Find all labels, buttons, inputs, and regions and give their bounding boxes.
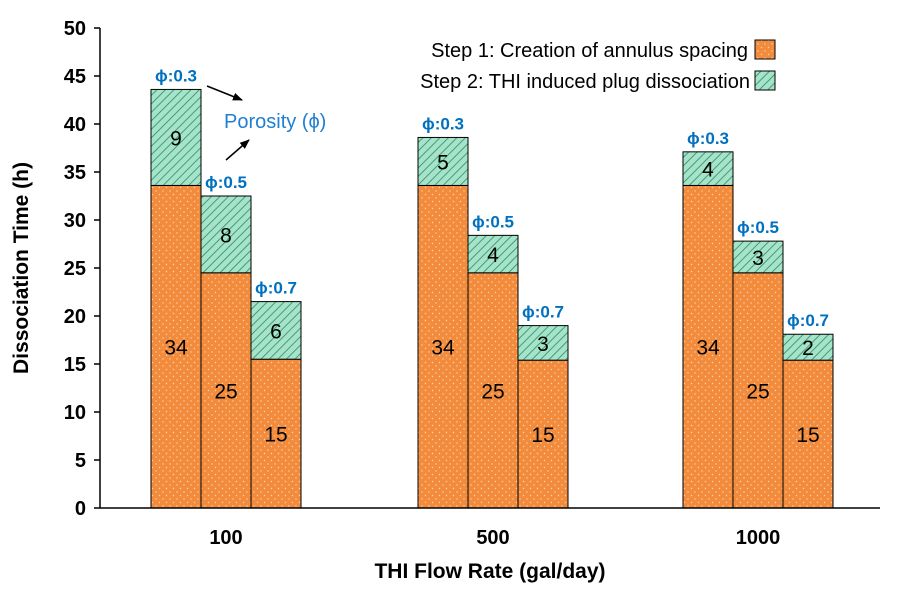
porosity-label-100-0: ϕ:0.3 (155, 66, 197, 85)
label-step1-500-2: 15 (531, 424, 554, 447)
bar-step2-100-1 (200, 195, 252, 274)
bar-step2-1000-2 (782, 333, 834, 361)
y-tick-label: 30 (64, 210, 86, 232)
bar-step2-500-1 (467, 234, 519, 274)
label-step2-100-0: 9 (170, 127, 182, 150)
bar-step1-1000-0 (682, 184, 734, 509)
bar-step1-100-0 (150, 184, 202, 509)
y-tick-label: 25 (64, 258, 86, 280)
porosity-label-500-0: ϕ:0.3 (422, 114, 464, 133)
porosity-arrow-upper (206, 85, 243, 101)
label-step2-500-2: 3 (537, 333, 549, 356)
legend-swatch-step1 (754, 39, 776, 60)
y-tick-label: 40 (64, 114, 86, 136)
y-tick-label: 10 (64, 402, 86, 424)
bar-step1-500-1 (467, 272, 519, 509)
porosity-label-1000-2: ϕ:0.7 (787, 311, 829, 330)
legend: Step 1: Creation of annulus spacing Step… (420, 39, 776, 93)
bar-step2-1000-0 (682, 151, 734, 186)
y-tick-label: 15 (64, 354, 86, 376)
porosity-label-100-1: ϕ:0.5 (205, 173, 247, 192)
bar-step2-500-2 (517, 325, 569, 361)
label-step2-500-1: 4 (487, 244, 499, 267)
porosity-label-500-1: ϕ:0.5 (472, 212, 514, 231)
y-tick-label: 0 (75, 498, 86, 520)
bar-step2-100-2 (250, 301, 302, 360)
x-tick-labels: 100 500 1000 (209, 527, 780, 549)
bar-step1-1000-1 (732, 272, 784, 509)
label-step2-1000-2: 2 (802, 337, 814, 360)
label-step2-100-1: 8 (220, 224, 232, 247)
label-step2-100-2: 6 (270, 320, 282, 343)
porosity-label-100-2: ϕ:0.7 (255, 279, 297, 298)
label-step2-1000-0: 4 (702, 159, 714, 182)
x-tick-label: 1000 (736, 527, 781, 549)
legend-swatch-step2 (754, 70, 776, 91)
label-step2-1000-1: 3 (752, 247, 764, 270)
bar-step2-1000-1 (732, 240, 784, 274)
label-step1-100-1: 25 (214, 380, 237, 403)
legend-label-step2: Step 2: THI induced plug dissociation (420, 71, 750, 93)
y-tick-label: 20 (64, 306, 86, 328)
bar-step2-100-0 (150, 88, 202, 186)
y-tick-label: 35 (64, 162, 86, 184)
y-tick-labels: 0 5 10 15 20 25 30 35 40 45 50 (64, 18, 100, 520)
x-axis-title: THI Flow Rate (gal/day) (374, 560, 605, 583)
y-tick-label: 50 (64, 18, 86, 40)
bar-step1-500-2 (517, 359, 569, 509)
porosity-annotation: Porosity (ϕ) (206, 85, 326, 161)
label-step1-1000-0: 34 (696, 337, 720, 360)
x-tick-label: 500 (476, 527, 509, 549)
bars-group: 349ϕ:0.3258ϕ:0.5156ϕ:0.7345ϕ:0.3254ϕ:0.5… (150, 66, 834, 509)
porosity-arrow-lower (225, 139, 250, 161)
label-step2-500-0: 5 (437, 151, 449, 174)
bar-step1-1000-2 (782, 359, 834, 509)
legend-label-step1: Step 1: Creation of annulus spacing (431, 40, 748, 62)
label-step1-500-0: 34 (431, 337, 455, 360)
bar-step1-100-1 (200, 272, 252, 509)
label-step1-100-2: 15 (264, 424, 287, 447)
porosity-label-500-2: ϕ:0.7 (522, 303, 564, 322)
label-step1-1000-1: 25 (746, 380, 769, 403)
label-step1-100-0: 34 (164, 337, 188, 360)
label-step1-1000-2: 15 (796, 424, 819, 447)
label-step1-500-1: 25 (481, 380, 504, 403)
bar-step2-500-0 (417, 136, 469, 186)
x-tick-label: 100 (209, 527, 242, 549)
y-tick-label: 5 (75, 450, 86, 472)
y-tick-label: 45 (64, 66, 86, 88)
porosity-label-1000-1: ϕ:0.5 (737, 218, 779, 237)
y-axis-title: Dissociation Time (h) (10, 162, 33, 374)
porosity-label-1000-0: ϕ:0.3 (687, 129, 729, 148)
porosity-annotation-label: Porosity (ϕ) (224, 111, 326, 133)
